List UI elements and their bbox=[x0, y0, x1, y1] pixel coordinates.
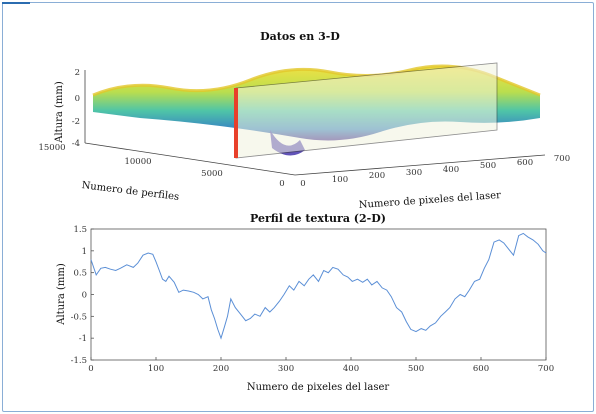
z-axis-label: Altura (mm) bbox=[54, 81, 65, 144]
x-tick: 100 bbox=[332, 175, 348, 185]
x-tick: 0 bbox=[300, 179, 305, 189]
chart-2d-title: Perfil de textura (2-D) bbox=[250, 212, 386, 225]
x-tick: 500 bbox=[480, 161, 496, 171]
z-tick: -2 bbox=[72, 117, 80, 127]
x-tick: 300 bbox=[406, 168, 422, 178]
y-tick-label: 1.5 bbox=[73, 225, 87, 235]
y-tick-label: 1 bbox=[82, 247, 87, 257]
profile-line bbox=[90, 232, 547, 340]
y-tick-label: 0.5 bbox=[73, 269, 87, 279]
x-ticks-2d: 0 100 200 300 400 500 600 700 bbox=[88, 357, 554, 374]
chart-3d-title: Datos en 3-D bbox=[260, 30, 340, 43]
x-tick-label: 100 bbox=[148, 364, 164, 374]
x-axis-label: Numero de pixeles del laser bbox=[358, 190, 501, 211]
x-tick-label: 400 bbox=[343, 364, 359, 374]
x-tick-label: 300 bbox=[278, 364, 294, 374]
plot-area bbox=[90, 228, 547, 361]
z-ticks: 2 0 -2 -4 bbox=[72, 68, 80, 149]
x-tick-label: 200 bbox=[213, 364, 229, 374]
section-plane bbox=[234, 62, 498, 159]
y-ticks-2d: 1.5 1 0.5 0 -0.5 -1 -1.5 bbox=[71, 225, 94, 366]
y-axis-line bbox=[84, 142, 296, 176]
y-tick: 15000 bbox=[38, 143, 65, 153]
x-tick: 200 bbox=[369, 171, 385, 181]
z-tick: 0 bbox=[75, 94, 80, 104]
y-tick: 0 bbox=[279, 179, 284, 189]
x-tick-label: 700 bbox=[538, 364, 554, 374]
x-ticks: 0 100 200 300 400 500 600 700 bbox=[300, 154, 570, 189]
x-tick: 700 bbox=[554, 154, 570, 164]
surface-ridge bbox=[92, 64, 541, 97]
z-tick: -4 bbox=[72, 139, 80, 149]
y-axis-label-2d: Altura (mm) bbox=[56, 263, 67, 326]
chart-3d-box bbox=[84, 70, 546, 176]
x-tick-label: 500 bbox=[408, 364, 424, 374]
y-axis-label: Numero de perfiles bbox=[81, 180, 180, 203]
y-tick-label: 0 bbox=[82, 291, 87, 301]
x-tick-label: 0 bbox=[88, 364, 93, 374]
z-tick: 2 bbox=[75, 68, 80, 78]
y-tick-label: -1 bbox=[79, 334, 87, 344]
x-tick-label: 600 bbox=[473, 364, 489, 374]
y-tick: 5000 bbox=[201, 169, 223, 179]
x-axis-label-2d: Numero de pixeles del laser bbox=[247, 382, 390, 393]
y-ticks: 15000 10000 5000 0 bbox=[38, 143, 284, 189]
x-tick: 400 bbox=[443, 165, 459, 175]
y-tick: 10000 bbox=[124, 157, 151, 167]
frame-accent bbox=[2, 2, 30, 4]
chart-2d: Perfil de textura (2-D) 0 100 200 300 400 500… bbox=[56, 212, 554, 393]
chart-3d: Datos en 3-D bbox=[38, 30, 570, 211]
x-tick: 600 bbox=[517, 158, 533, 168]
y-tick-label: -1.5 bbox=[71, 356, 87, 366]
y-tick-label: -0.5 bbox=[71, 312, 87, 322]
x-axis-line bbox=[294, 154, 546, 176]
